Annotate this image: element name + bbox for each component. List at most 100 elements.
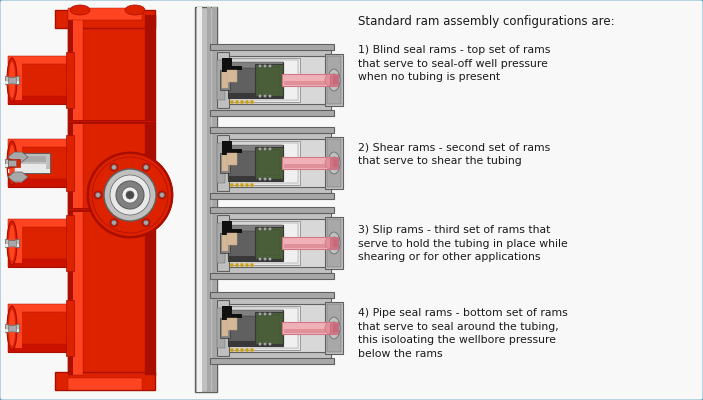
- Bar: [213, 129, 331, 139]
- Circle shape: [116, 181, 144, 209]
- Bar: [257, 318, 281, 326]
- Bar: [227, 233, 237, 245]
- Circle shape: [269, 312, 271, 316]
- Bar: [282, 322, 330, 334]
- Bar: [12, 164, 46, 170]
- Bar: [220, 233, 230, 253]
- Circle shape: [143, 220, 148, 225]
- Circle shape: [112, 220, 117, 225]
- Bar: [217, 215, 229, 271]
- Bar: [68, 15, 73, 375]
- Bar: [330, 237, 338, 249]
- Circle shape: [264, 342, 266, 346]
- Bar: [210, 110, 334, 116]
- Bar: [222, 72, 228, 88]
- Bar: [210, 127, 334, 133]
- Bar: [213, 187, 331, 197]
- Circle shape: [264, 178, 266, 180]
- Circle shape: [259, 178, 262, 180]
- Polygon shape: [8, 172, 28, 182]
- Bar: [228, 145, 283, 151]
- Bar: [222, 66, 242, 70]
- Circle shape: [158, 191, 166, 199]
- Circle shape: [230, 263, 234, 267]
- Bar: [284, 164, 328, 168]
- Bar: [257, 70, 281, 78]
- Circle shape: [259, 342, 262, 346]
- Bar: [284, 244, 328, 248]
- Bar: [222, 60, 298, 100]
- Bar: [284, 329, 328, 333]
- Ellipse shape: [325, 74, 335, 86]
- Circle shape: [236, 183, 239, 187]
- Circle shape: [236, 100, 239, 104]
- Bar: [217, 300, 229, 356]
- Bar: [8, 153, 50, 173]
- Circle shape: [104, 169, 156, 221]
- Circle shape: [110, 219, 118, 227]
- Bar: [14, 308, 22, 348]
- Bar: [8, 96, 70, 104]
- Bar: [210, 193, 334, 199]
- Text: 2) Shear rams - second set of rams
that serve to shear the tubing: 2) Shear rams - second set of rams that …: [358, 142, 550, 166]
- Bar: [217, 48, 327, 112]
- Bar: [257, 86, 281, 94]
- Bar: [14, 60, 22, 100]
- Ellipse shape: [328, 232, 340, 254]
- Bar: [330, 74, 338, 86]
- Bar: [333, 239, 338, 247]
- Bar: [257, 169, 281, 177]
- Bar: [325, 54, 343, 106]
- Bar: [222, 306, 232, 320]
- Bar: [222, 141, 232, 155]
- Bar: [213, 294, 331, 304]
- Bar: [213, 352, 331, 362]
- Circle shape: [236, 348, 239, 352]
- Ellipse shape: [7, 58, 17, 102]
- Bar: [8, 304, 20, 352]
- Bar: [8, 304, 70, 312]
- Text: Standard ram assembly configurations are:: Standard ram assembly configurations are…: [358, 15, 614, 28]
- Bar: [217, 143, 225, 183]
- Bar: [220, 306, 300, 350]
- Circle shape: [264, 312, 266, 316]
- Circle shape: [264, 258, 266, 260]
- Bar: [220, 318, 230, 338]
- Bar: [68, 8, 142, 20]
- Bar: [222, 149, 242, 153]
- Bar: [228, 176, 283, 181]
- Circle shape: [269, 148, 271, 150]
- Bar: [8, 169, 50, 173]
- Circle shape: [230, 100, 234, 104]
- Bar: [228, 225, 283, 261]
- Circle shape: [240, 348, 244, 352]
- Bar: [8, 160, 16, 166]
- Bar: [145, 15, 155, 375]
- Bar: [66, 215, 74, 271]
- Bar: [325, 217, 343, 269]
- Bar: [255, 64, 283, 96]
- Bar: [8, 325, 16, 331]
- Bar: [8, 304, 70, 352]
- Bar: [330, 322, 338, 334]
- Bar: [284, 81, 328, 85]
- Circle shape: [259, 312, 262, 316]
- Bar: [8, 56, 20, 104]
- Bar: [8, 159, 20, 167]
- Text: 1) Blind seal rams - top set of rams
that serve to seal-off well pressure
when n: 1) Blind seal rams - top set of rams tha…: [358, 45, 550, 82]
- Bar: [210, 358, 334, 364]
- Bar: [213, 46, 331, 56]
- Bar: [5, 244, 19, 247]
- Bar: [217, 296, 327, 360]
- Circle shape: [269, 94, 271, 98]
- Circle shape: [88, 153, 172, 237]
- Bar: [14, 143, 22, 183]
- Circle shape: [245, 183, 249, 187]
- Bar: [210, 207, 334, 213]
- Bar: [5, 329, 19, 332]
- Circle shape: [269, 64, 271, 68]
- Ellipse shape: [9, 310, 15, 346]
- Bar: [197, 7, 202, 392]
- Circle shape: [264, 228, 266, 230]
- Bar: [12, 156, 46, 162]
